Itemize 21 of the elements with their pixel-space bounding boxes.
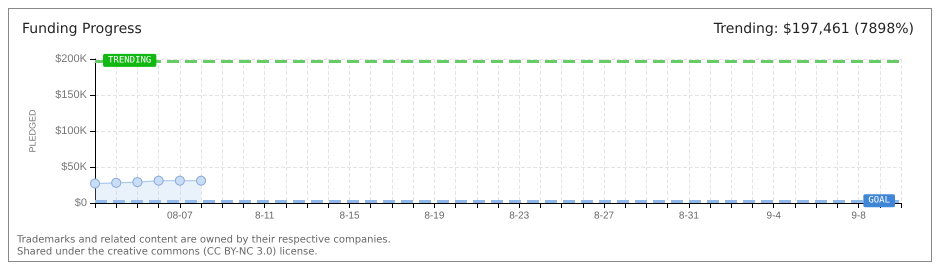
ref-line-label: TRENDING xyxy=(108,55,152,66)
x-tick-label: 9-4 xyxy=(766,210,782,222)
y-tick-label: $200K xyxy=(55,53,88,65)
chart-title: Funding Progress xyxy=(22,21,142,37)
x-tick-label: 08-07 xyxy=(167,210,194,222)
x-tick-label: 8-23 xyxy=(509,210,530,222)
y-axis-title: PLEDGED xyxy=(28,108,38,153)
chart-subtitle: Trending: $197,461 (7898%) xyxy=(712,21,914,37)
x-tick-label: 8-19 xyxy=(424,210,445,222)
text: Trademarks and related content are owned by their respective companies. xyxy=(16,234,391,246)
text: Shared under the creative commons (CC BY-NC 3.0) license. xyxy=(17,246,318,258)
y-tick-label: $50K xyxy=(61,161,88,173)
x-tick-label: 8-15 xyxy=(340,210,360,222)
y-tick-label: $100K xyxy=(55,125,88,137)
x-tick-label: 9-8 xyxy=(851,210,866,222)
x-tick-label: 8-11 xyxy=(255,210,275,222)
y-tick-label: $150K xyxy=(55,89,88,101)
y-tick-label: $0 xyxy=(74,197,87,209)
x-tick-label: 8-27 xyxy=(594,210,614,222)
ref-line-label: GOAL xyxy=(868,196,890,206)
x-tick-label: 8-31 xyxy=(678,210,700,222)
